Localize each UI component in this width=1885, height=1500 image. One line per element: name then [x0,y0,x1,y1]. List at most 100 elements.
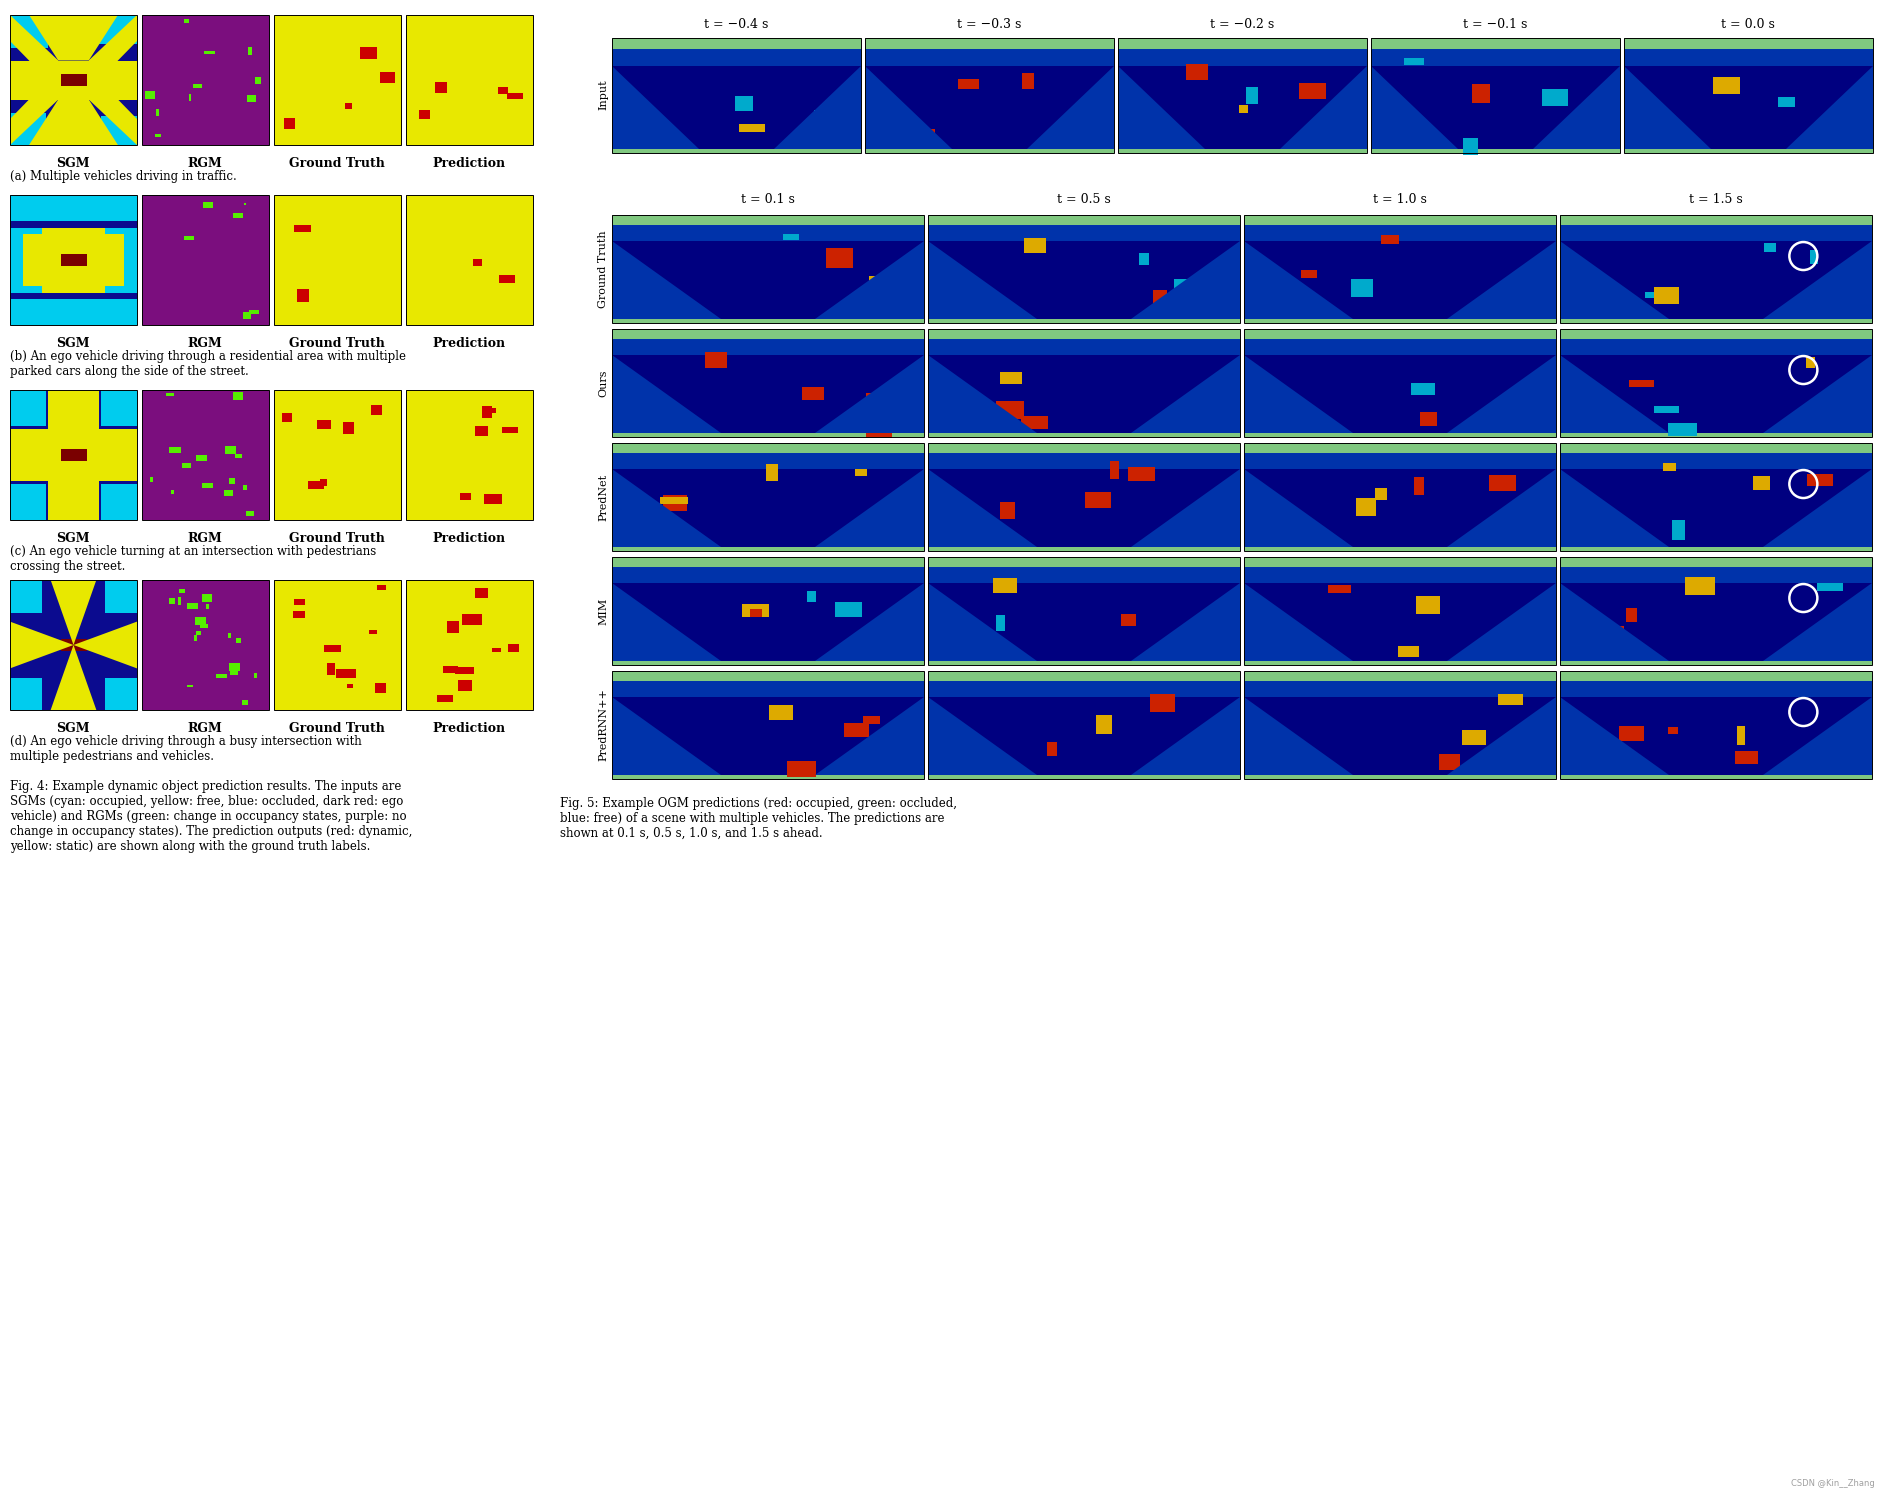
Bar [328,663,336,675]
Bar [298,288,309,302]
Bar [141,580,270,710]
Polygon shape [1244,584,1353,662]
Bar [1764,243,1776,252]
Text: t = 0.0 s: t = 0.0 s [1721,18,1776,32]
Bar [200,624,207,628]
Bar [1301,300,1312,310]
Bar [377,585,386,590]
Bar [106,678,138,710]
Bar [927,442,1240,550]
Bar [1244,328,1555,339]
Bar [1374,488,1387,501]
Bar [285,118,296,129]
Bar [1499,694,1523,705]
Bar [458,681,471,692]
Text: Prediction: Prediction [432,338,505,350]
Bar [9,15,138,146]
Polygon shape [927,584,1037,662]
Bar [196,454,207,460]
Bar [1625,38,1874,50]
Bar [927,776,1240,778]
Bar [1370,38,1619,153]
Bar [60,254,87,266]
Bar [995,615,1005,630]
Bar [405,580,533,710]
Bar [273,390,402,520]
Text: Fig. 4: Example dynamic object prediction results. The inputs are
SGMs (cyan: oc: Fig. 4: Example dynamic object predictio… [9,780,413,853]
Polygon shape [613,242,722,320]
Text: (b) An ego vehicle driving through a residential area with multiple
parked cars : (b) An ego vehicle driving through a res… [9,350,405,378]
Bar [9,228,41,292]
Bar [927,442,1240,550]
Bar [801,387,824,399]
Polygon shape [1762,242,1872,320]
Bar [613,433,924,436]
Bar [1561,214,1872,322]
Bar [927,339,1240,356]
Bar [769,705,792,720]
Bar [204,201,213,208]
Bar [1412,382,1434,394]
Bar [141,15,270,146]
Bar [1734,752,1759,764]
Polygon shape [613,66,699,148]
Bar [865,38,1114,153]
Bar [765,464,779,482]
Bar [1244,556,1555,664]
Bar [1655,286,1680,304]
Bar [437,694,452,702]
Bar [273,580,402,710]
Bar [1668,728,1678,734]
Bar [613,442,924,453]
Bar [336,669,356,678]
Bar [273,15,402,146]
Bar [205,604,209,609]
Bar [236,454,243,459]
Polygon shape [1561,356,1670,434]
Bar [927,328,1240,436]
Bar [1561,453,1872,470]
Bar [273,580,402,710]
Text: Ground Truth: Ground Truth [288,722,385,735]
Bar [9,580,138,710]
Bar [1154,290,1167,309]
Bar [1329,585,1352,592]
Bar [247,48,253,56]
Bar [865,38,1114,153]
Bar [460,494,471,500]
Bar [369,630,377,634]
Bar [317,420,332,429]
Bar [1404,58,1425,66]
Bar [1561,328,1872,339]
Bar [1810,251,1819,264]
Bar [188,94,190,100]
Text: (d) An ego vehicle driving through a busy intersection with
multiple pedestrians: (d) An ego vehicle driving through a bus… [9,735,362,764]
Bar [273,195,402,326]
Bar [927,670,1240,778]
Bar [343,422,354,435]
Bar [1244,776,1555,778]
Bar [844,723,869,736]
Polygon shape [74,645,134,708]
Bar [1461,729,1485,746]
Bar [1629,380,1653,387]
Bar [1244,433,1555,436]
Bar [405,195,533,326]
Bar [509,645,518,652]
Bar [705,352,728,368]
Text: SGM: SGM [57,158,90,170]
Bar [1244,567,1555,584]
Bar [927,328,1240,436]
Bar [613,328,924,339]
Bar [1301,270,1318,278]
Bar [320,480,328,486]
Bar [498,87,507,94]
Text: SGM: SGM [57,338,90,350]
Bar [473,260,483,267]
Bar [187,603,198,609]
Bar [613,453,924,470]
Polygon shape [1625,66,1712,148]
Bar [865,393,895,406]
Polygon shape [28,15,119,60]
Bar [1561,320,1872,322]
